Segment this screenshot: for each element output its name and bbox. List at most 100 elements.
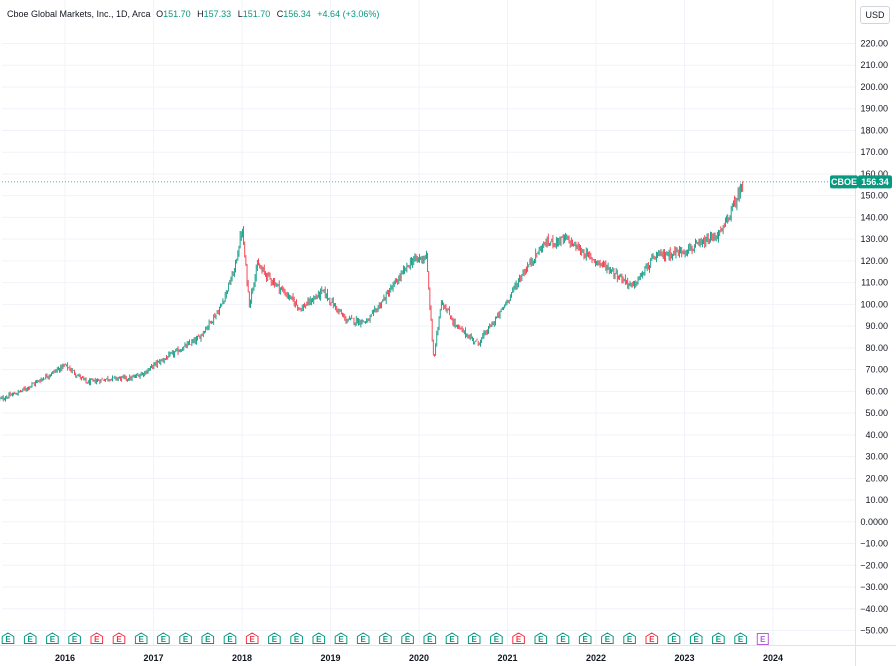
earnings-badge-letter: E (538, 635, 544, 644)
earnings-badge-letter: E (250, 635, 256, 644)
y-tick-label: 40.00 (865, 430, 888, 440)
earnings-marker[interactable]: E (445, 632, 459, 644)
earnings-marker[interactable]: E (268, 632, 281, 644)
x-tick-label: 2023 (674, 653, 694, 663)
earnings-badge-shape (379, 632, 392, 644)
earnings-marker[interactable]: E (68, 632, 81, 644)
y-tick-label: 170.00 (860, 147, 888, 157)
earnings-badge-letter: E (449, 635, 455, 644)
earnings-badge-shape (312, 632, 326, 644)
earnings-marker[interactable]: E (334, 632, 348, 644)
earnings-badge-shape (756, 633, 769, 645)
earnings-badge-letter: E (494, 635, 500, 644)
earnings-marker[interactable]: E (179, 632, 192, 644)
earnings-badge-shape (601, 632, 614, 644)
earnings-marker[interactable]: E (467, 632, 481, 644)
y-tick-label: 60.00 (865, 386, 888, 396)
earnings-marker[interactable]: E (157, 632, 170, 644)
earnings-marker[interactable]: E (1, 632, 15, 644)
earnings-badge-shape (467, 632, 481, 644)
earnings-badge-letter: E (316, 635, 322, 644)
earnings-badge-shape (179, 632, 192, 644)
earnings-marker[interactable]: E (312, 632, 326, 644)
earnings-marker[interactable]: E (712, 632, 725, 644)
y-tick-label: 30.00 (865, 452, 888, 462)
earnings-badge-letter: E (139, 635, 145, 644)
y-tick-label: 90.00 (865, 321, 888, 331)
change-value: +4.64 (+3.06%) (317, 9, 380, 19)
earnings-badge-letter: E (50, 635, 56, 644)
earnings-marker[interactable]: E (401, 632, 414, 644)
earnings-marker[interactable]: E (46, 632, 59, 644)
earnings-marker[interactable]: E (734, 632, 747, 644)
earnings-badge-shape (712, 632, 725, 644)
earnings-marker[interactable]: E (379, 632, 392, 644)
earnings-badge-letter: E (516, 635, 522, 644)
earnings-badge-shape (645, 632, 659, 644)
earnings-badge-shape (157, 632, 170, 644)
earnings-marker[interactable]: E (601, 632, 614, 644)
earnings-marker[interactable]: E (356, 632, 370, 644)
y-tick-label: 80.00 (865, 343, 888, 353)
earnings-badge-shape (445, 632, 459, 644)
x-tick-label: 2024 (763, 653, 783, 663)
earnings-marker[interactable]: E (645, 632, 659, 644)
earnings-badge-letter: E (472, 635, 478, 644)
earnings-marker[interactable]: E (512, 632, 525, 644)
currency-button[interactable]: USD (860, 6, 890, 24)
earnings-marker[interactable]: E (578, 632, 592, 644)
earnings-marker[interactable]: E (556, 632, 570, 644)
earnings-badge-letter: E (72, 635, 78, 644)
earnings-marker[interactable]: E (134, 632, 148, 644)
earnings-badge-letter: E (227, 635, 233, 644)
low-value: 151.70 (242, 9, 271, 19)
symbol-title[interactable]: Cboe Global Markets, Inc., 1D, Arca (7, 9, 151, 19)
earnings-marker[interactable]: E (490, 632, 503, 644)
earnings-marker[interactable]: E (667, 632, 681, 644)
earnings-marker[interactable]: E (245, 632, 259, 644)
earnings-marker[interactable]: E (201, 632, 215, 644)
x-tick-label: 2020 (409, 653, 429, 663)
y-tick-label: 160.00 (860, 169, 888, 179)
y-axis[interactable]: 220.00 210.00 200.00 190.00 180.00 170.00 160.… (860, 39, 888, 636)
earnings-badge-letter: E (760, 635, 766, 644)
last-price-tag[interactable] (858, 175, 892, 189)
earnings-marker[interactable]: E (23, 632, 37, 644)
earnings-marker[interactable]: E (423, 632, 437, 644)
earnings-badge-letter: E (649, 635, 655, 644)
earnings-marker[interactable]: E (534, 632, 548, 644)
y-tick-label: −50.00 (860, 626, 888, 636)
earnings-marker[interactable]: E (689, 632, 703, 644)
earnings-badge-shape (1, 632, 15, 644)
earnings-badge-shape (68, 632, 81, 644)
earnings-badge-shape (112, 632, 126, 644)
x-tick-label: 2018 (232, 653, 252, 663)
earnings-badge-letter: E (383, 635, 389, 644)
earnings-marker[interactable]: E (112, 632, 126, 644)
earnings-badge-shape (245, 632, 259, 644)
earnings-badge-shape (578, 632, 592, 644)
earnings-badge-letter: E (560, 635, 566, 644)
earnings-badge-letter: E (272, 635, 278, 644)
earnings-badge-letter: E (94, 635, 100, 644)
earnings-badge-shape (512, 632, 525, 644)
x-axis[interactable]: 2016 2017 2018 2019 2020 2021 2022 2023 2024 (55, 653, 783, 663)
close-label: C (276, 9, 284, 19)
earnings-badge-letter: E (427, 635, 433, 644)
earnings-marker[interactable]: E (223, 632, 237, 644)
earnings-marker[interactable]: E (756, 633, 769, 645)
close-value: 156.34 (283, 9, 311, 19)
y-tick-label: 220.00 (860, 39, 888, 49)
high-value: 157.33 (203, 9, 232, 19)
earnings-marker[interactable]: E (623, 632, 636, 644)
earnings-marker[interactable]: E (290, 632, 303, 644)
earnings-marker[interactable]: E (90, 632, 104, 644)
earnings-badge-shape (667, 632, 681, 644)
y-tick-label: −10.00 (860, 539, 888, 549)
y-tick-label: 70.00 (865, 365, 888, 375)
earnings-badge-letter: E (671, 635, 677, 644)
earnings-badge-letter: E (116, 635, 122, 644)
